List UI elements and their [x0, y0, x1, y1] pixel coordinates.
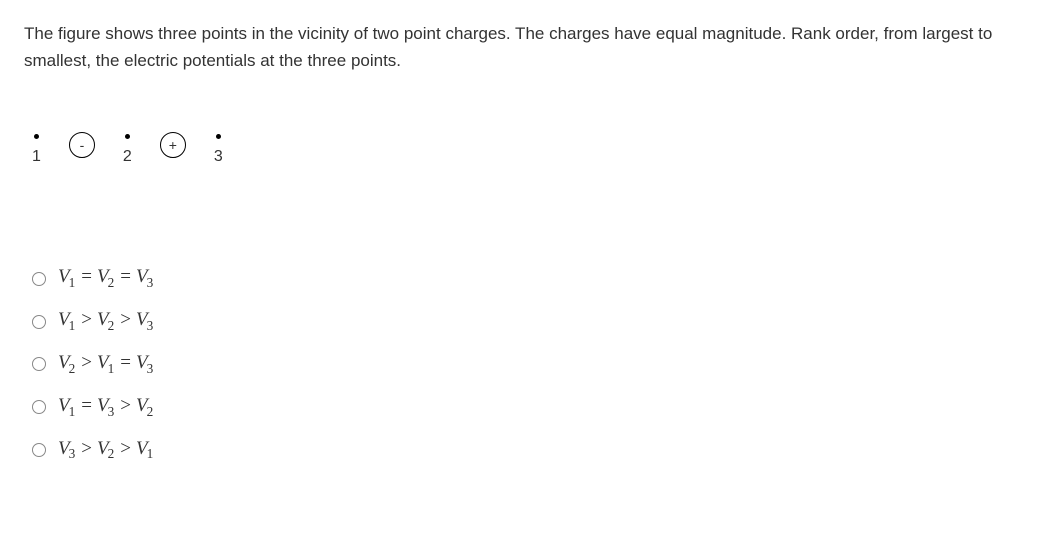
- radio-icon[interactable]: [32, 357, 46, 371]
- radio-icon[interactable]: [32, 272, 46, 286]
- question-text: The figure shows three points in the vic…: [24, 20, 1016, 74]
- point-1: 1: [32, 134, 41, 176]
- radio-icon[interactable]: [32, 400, 46, 414]
- option-formula: V1>V2>V3: [58, 309, 155, 334]
- point-3: 3: [214, 134, 223, 176]
- point-label: 1: [32, 149, 41, 165]
- point-dot: [125, 134, 130, 139]
- radio-icon[interactable]: [32, 315, 46, 329]
- charge-negative: -: [69, 132, 95, 158]
- option-formula: V1=V2=V3: [58, 266, 155, 291]
- option-4[interactable]: V1=V3>V2: [32, 395, 1016, 420]
- figure: 1 - 2 + 3: [24, 134, 1016, 176]
- point-dot: [216, 134, 221, 139]
- option-1[interactable]: V1=V2=V3: [32, 266, 1016, 291]
- point-label: 2: [123, 149, 132, 165]
- option-2[interactable]: V1>V2>V3: [32, 309, 1016, 334]
- option-formula: V2>V1=V3: [58, 352, 155, 377]
- option-5[interactable]: V3>V2>V1: [32, 438, 1016, 463]
- option-formula: V3>V2>V1: [58, 438, 155, 463]
- point-dot: [34, 134, 39, 139]
- radio-icon[interactable]: [32, 443, 46, 457]
- option-3[interactable]: V2>V1=V3: [32, 352, 1016, 377]
- option-formula: V1=V3>V2: [58, 395, 155, 420]
- charge-positive: +: [160, 132, 186, 158]
- point-2: 2: [123, 134, 132, 176]
- point-label: 3: [214, 149, 223, 165]
- options-list: V1=V2=V3 V1>V2>V3 V2>V1=V3 V1=V3>V2 V3>V…: [24, 266, 1016, 462]
